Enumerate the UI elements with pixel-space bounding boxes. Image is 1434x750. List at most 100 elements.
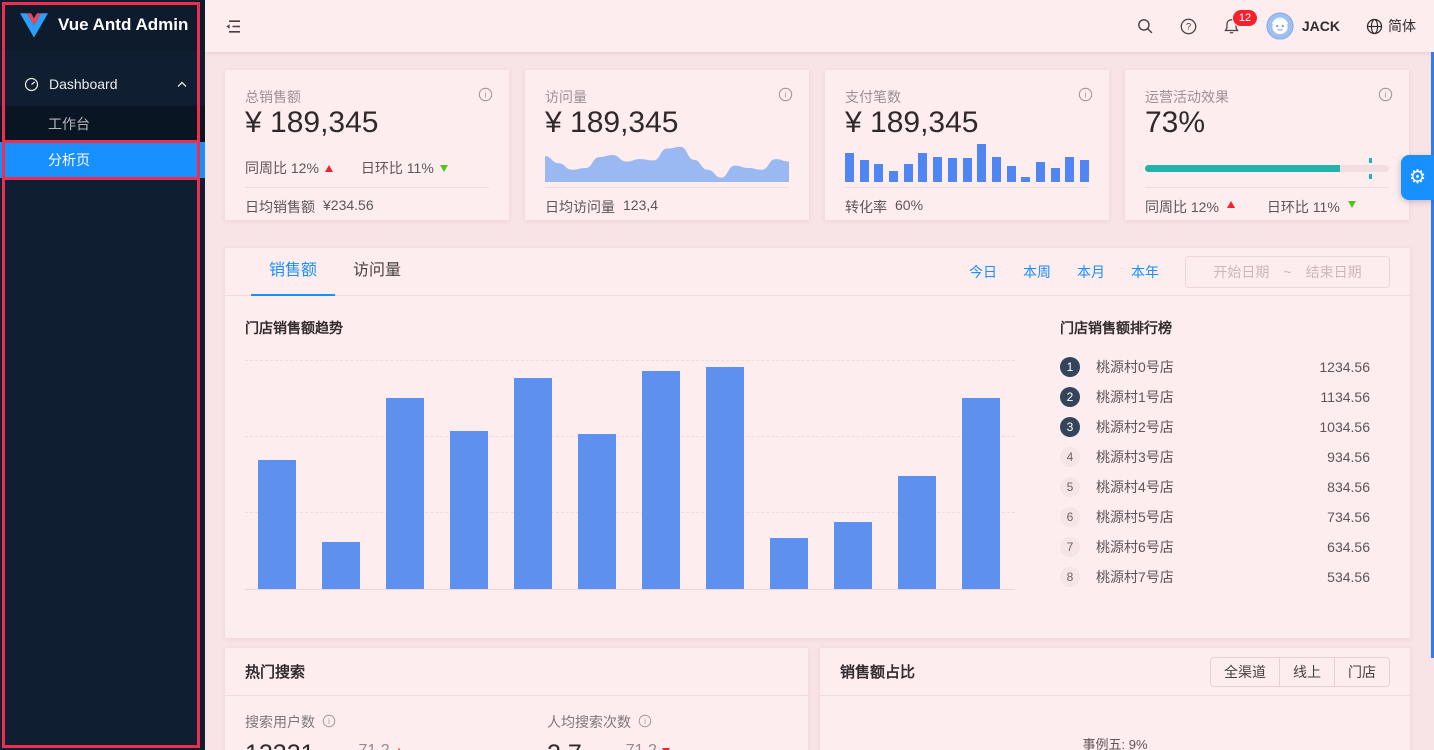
tab-bar: 销售额 访问量 今日 本周 本月 本年 开始日期 ~ 结束日期 bbox=[225, 248, 1410, 296]
search-icon[interactable] bbox=[1137, 18, 1154, 35]
svg-text:i: i bbox=[1385, 90, 1387, 100]
rank-row: 2 桃源村1号店 1134.56 bbox=[1060, 382, 1370, 412]
footer-label: 转化率 bbox=[845, 199, 887, 215]
sales-share-card: 销售额占比 全渠道 线上 门店 事例五: 9% bbox=[820, 648, 1410, 750]
mini-bar bbox=[859, 160, 869, 182]
stat-card-payments: 支付笔数 i ¥ 189,345 转化率 60% bbox=[825, 70, 1109, 220]
bar-chart-title: 门店销售额趋势 bbox=[245, 320, 343, 336]
bar bbox=[962, 398, 1000, 589]
avg-search-block: 人均搜索次数 i 2.7 71.2 bbox=[547, 712, 670, 750]
search-users-value: 12321 bbox=[245, 740, 315, 750]
date-range-picker[interactable]: 开始日期 ~ 结束日期 bbox=[1185, 255, 1390, 288]
rank-store-value: 534.56 bbox=[1327, 569, 1370, 585]
avatar bbox=[1266, 12, 1294, 40]
channel-online-button[interactable]: 线上 bbox=[1279, 656, 1335, 687]
rank-row: 6 桃源村5号店 734.56 bbox=[1060, 502, 1370, 532]
store-rank-panel: 门店销售额排行榜 1 桃源村0号店 1234.56 2 桃源村1号店 1134.56 3 桃源… bbox=[1060, 318, 1370, 592]
sidebar-item-label: Dashboard bbox=[49, 76, 118, 92]
info-icon[interactable]: i bbox=[778, 87, 793, 107]
info-icon[interactable]: i bbox=[322, 714, 336, 731]
stat-card-activity: 运营活动效果 i 73% 同周比 12% 日环比 11% bbox=[1125, 70, 1409, 220]
footer-value: 60% bbox=[895, 197, 924, 213]
channel-store-button[interactable]: 门店 bbox=[1334, 656, 1390, 687]
channel-all-button[interactable]: 全渠道 bbox=[1210, 656, 1280, 687]
sidebar-item-dashboard[interactable]: Dashboard bbox=[0, 62, 205, 106]
tab-visits[interactable]: 访问量 bbox=[353, 261, 402, 279]
rank-badge: 8 bbox=[1060, 567, 1080, 587]
mini-bar bbox=[1006, 166, 1016, 182]
channel-switcher: 全渠道 线上 门店 bbox=[1210, 656, 1390, 687]
menu-fold-icon[interactable] bbox=[225, 19, 243, 34]
rank-store-name: 桃源村7号店 bbox=[1096, 569, 1174, 585]
rank-store-name: 桃源村0号店 bbox=[1096, 359, 1174, 375]
store-sales-bar-chart bbox=[245, 355, 1015, 590]
info-icon[interactable]: i bbox=[1078, 87, 1093, 107]
rank-store-value: 834.56 bbox=[1327, 479, 1370, 495]
tab-sales[interactable]: 销售额 bbox=[251, 248, 336, 296]
rank-store-name: 桃源村2号店 bbox=[1096, 419, 1174, 435]
rank-store-value: 1134.56 bbox=[1320, 389, 1370, 405]
vue-logo-icon bbox=[20, 12, 48, 37]
sidebar-item-label: 工作台 bbox=[48, 116, 90, 132]
range-month[interactable]: 本月 bbox=[1077, 263, 1105, 280]
logo[interactable]: Vue Antd Admin bbox=[0, 0, 205, 50]
stat-title: 运营活动效果 bbox=[1145, 89, 1229, 105]
rank-row: 5 桃源村4号店 834.56 bbox=[1060, 472, 1370, 502]
svg-text:i: i bbox=[328, 716, 330, 725]
bar bbox=[834, 522, 872, 589]
range-week[interactable]: 本周 bbox=[1023, 263, 1051, 280]
rank-badge: 2 bbox=[1060, 387, 1080, 407]
svg-text:i: i bbox=[785, 90, 787, 100]
settings-handle-button[interactable]: ⚙ bbox=[1401, 155, 1434, 200]
stat-footer: 日均销售额 ¥234.56 bbox=[245, 197, 374, 217]
rank-store-name: 桃源村3号店 bbox=[1096, 449, 1174, 465]
sidebar-item-analysis[interactable]: 分析页 bbox=[0, 142, 205, 178]
rank-store-value: 934.56 bbox=[1327, 449, 1370, 465]
info-icon[interactable]: i bbox=[1378, 87, 1393, 107]
trend-down-icon bbox=[1347, 201, 1356, 208]
stat-card-visits: 访问量 i ¥ 189,345 日均访问量 123,4 bbox=[525, 70, 809, 220]
bar bbox=[770, 538, 808, 589]
stat-value: ¥ 189,345 bbox=[245, 106, 379, 139]
globe-icon bbox=[1366, 18, 1383, 34]
pie-slice-label: 事例五: 9% bbox=[1082, 737, 1148, 750]
mini-bar bbox=[1065, 157, 1075, 182]
info-icon[interactable]: i bbox=[638, 714, 652, 731]
mini-bar bbox=[991, 157, 1001, 182]
visits-area-chart bbox=[545, 146, 789, 182]
stat-value: ¥ 189,345 bbox=[545, 106, 679, 139]
avg-search-trend: 71.2 bbox=[626, 742, 670, 750]
dashboard-icon bbox=[24, 77, 39, 91]
notification-bell-icon[interactable]: 12 bbox=[1223, 8, 1259, 35]
rank-store-name: 桃源村5号店 bbox=[1096, 509, 1174, 525]
rank-store-value: 634.56 bbox=[1327, 539, 1370, 555]
sidebar-item-label: 分析页 bbox=[48, 152, 90, 168]
search-users-trend: 71.2 bbox=[359, 742, 403, 750]
rank-badge: 4 bbox=[1060, 447, 1080, 467]
date-end-placeholder[interactable]: 结束日期 bbox=[1305, 263, 1362, 280]
footer-value: ¥234.56 bbox=[323, 197, 374, 213]
mini-bar bbox=[1035, 162, 1045, 182]
avg-search-value: 2.7 bbox=[547, 740, 582, 750]
info-icon[interactable]: i bbox=[478, 87, 493, 107]
language-switcher[interactable]: 简体 bbox=[1366, 16, 1416, 36]
bar bbox=[386, 398, 424, 589]
date-range-separator: ~ bbox=[1283, 263, 1292, 280]
search-users-block: 搜索用户数 i 12321 71.2 bbox=[245, 712, 403, 750]
progress-target-marker bbox=[1369, 174, 1373, 179]
trend-up-icon bbox=[394, 747, 403, 750]
trend-week-label: 同周比 12% bbox=[1145, 199, 1219, 215]
bar bbox=[898, 476, 936, 589]
date-start-placeholder[interactable]: 开始日期 bbox=[1213, 263, 1270, 280]
rank-store-value: 1034.56 bbox=[1319, 419, 1370, 435]
rank-row: 1 桃源村0号店 1234.56 bbox=[1060, 352, 1370, 382]
mini-bar bbox=[977, 144, 987, 182]
help-icon[interactable]: ? bbox=[1180, 18, 1197, 35]
range-today[interactable]: 今日 bbox=[969, 263, 997, 280]
progress-target-marker bbox=[1369, 158, 1373, 163]
bar bbox=[706, 367, 744, 589]
range-year[interactable]: 本年 bbox=[1131, 263, 1159, 280]
footer-label: 日均访问量 bbox=[545, 199, 615, 215]
user-menu[interactable]: JACK bbox=[1266, 12, 1340, 40]
sidebar-item-workbench[interactable]: 工作台 bbox=[0, 106, 205, 142]
